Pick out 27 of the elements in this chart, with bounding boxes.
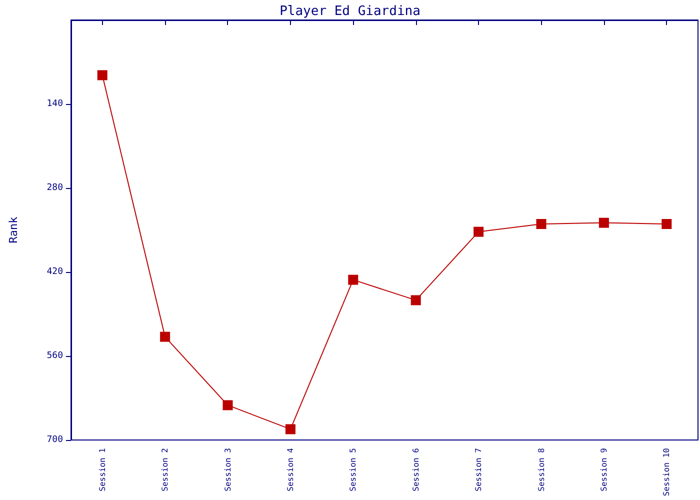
- y-axis-title: Rank: [7, 216, 20, 244]
- x-tick-label: Session 6: [411, 448, 420, 492]
- point: [222, 400, 233, 410]
- x-tick-label: Session 8: [536, 448, 546, 492]
- point: [97, 70, 108, 80]
- y-tick-label: 420: [46, 267, 63, 277]
- x-tick-label: Session 2: [160, 448, 170, 492]
- point: [160, 332, 170, 342]
- x-tick-label: Session 9: [599, 448, 608, 492]
- point: [598, 218, 609, 228]
- chart-title: Player Ed Giardina: [280, 4, 420, 19]
- point: [536, 219, 546, 229]
- x-tick-label: Session 10: [662, 448, 672, 496]
- point: [410, 295, 421, 306]
- y-tick-label: 140: [46, 99, 63, 109]
- point: [662, 219, 672, 229]
- x-tick-label: Session 1: [98, 448, 107, 492]
- x-tick-label: Session 3: [223, 448, 232, 492]
- x-tick-label: Session 5: [348, 448, 358, 492]
- y-tick-label: 560: [46, 351, 63, 361]
- point: [285, 424, 296, 434]
- x-tick-label: Session 4: [286, 448, 295, 492]
- y-tick-label: 280: [46, 183, 63, 193]
- x-tick-label: Session 7: [474, 448, 484, 492]
- point: [474, 226, 484, 237]
- y-tick-label: 700: [46, 435, 63, 445]
- point: [348, 274, 358, 285]
